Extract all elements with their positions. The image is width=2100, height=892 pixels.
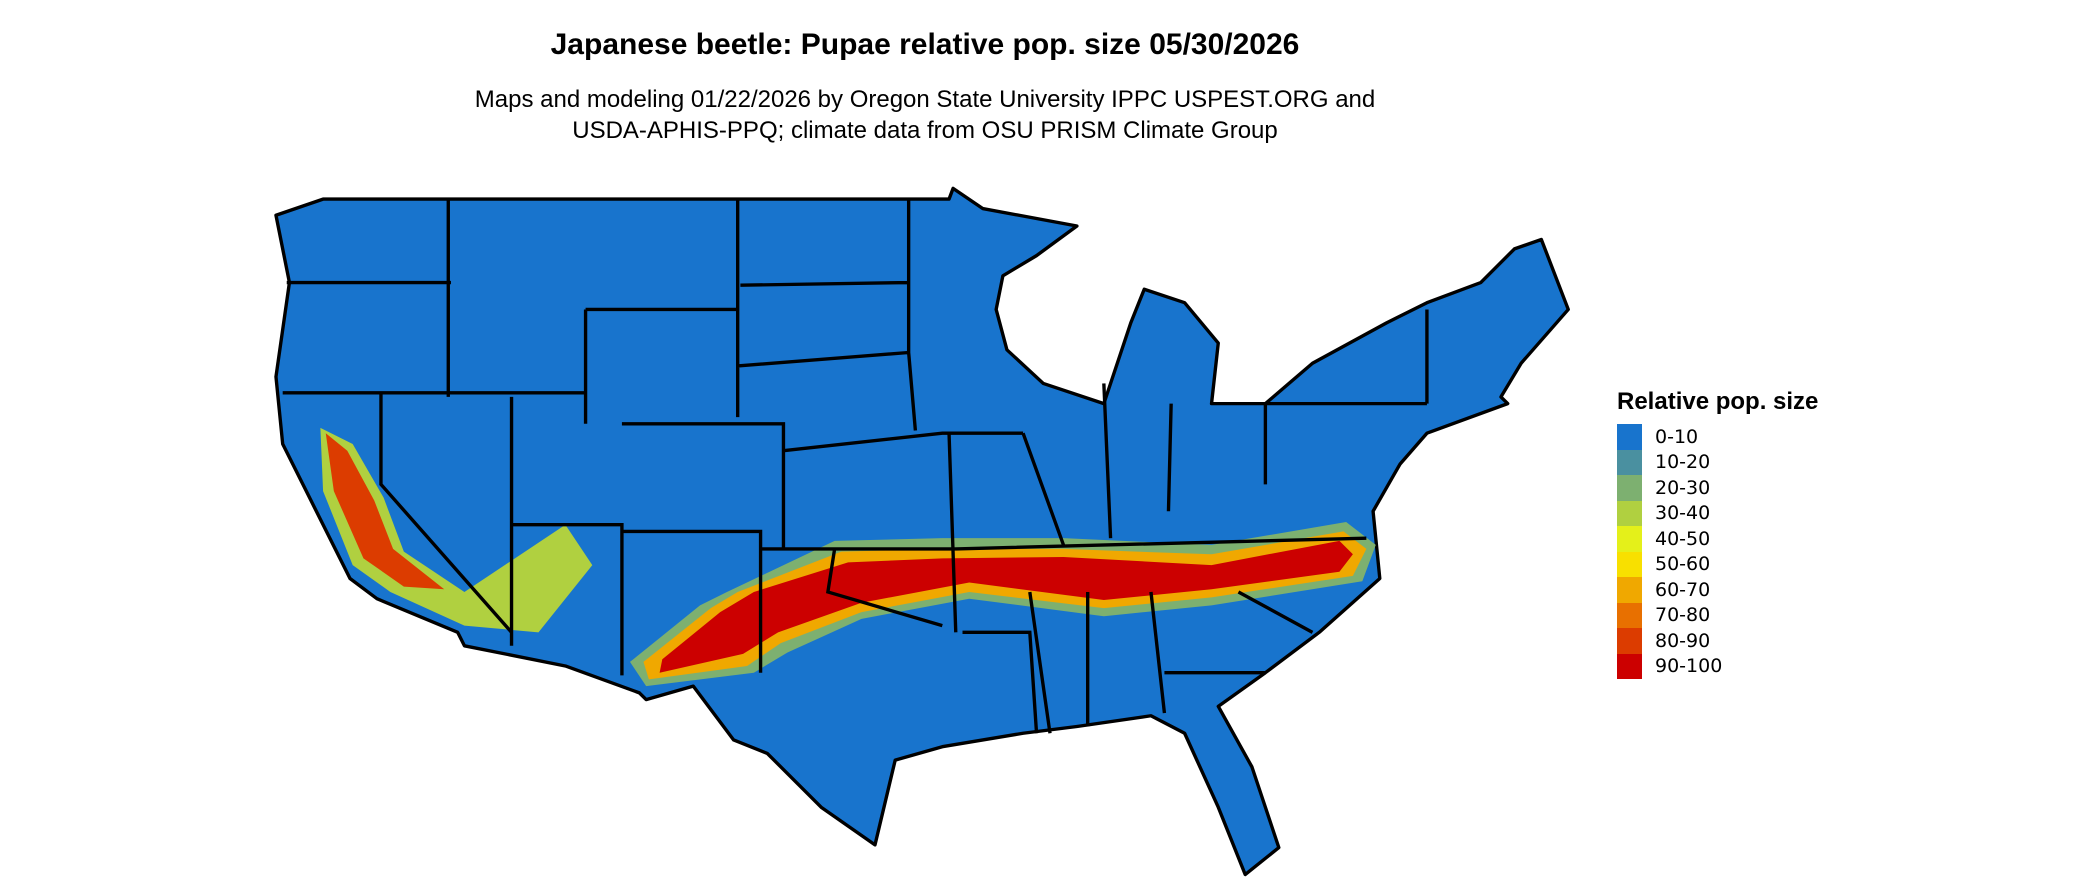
- legend-item: 30-40: [1617, 500, 1818, 526]
- legend-item: 0-10: [1617, 424, 1818, 450]
- hotspot-band-high: [659, 540, 1353, 673]
- legend-swatch: [1617, 424, 1642, 450]
- legend-item: 60-70: [1617, 577, 1818, 603]
- legend-swatch: [1617, 602, 1642, 628]
- legend-label: 50-60: [1655, 553, 1711, 576]
- legend-swatch: [1617, 551, 1642, 577]
- legend-swatch: [1617, 500, 1642, 526]
- legend-item: 20-30: [1617, 475, 1818, 501]
- legend-label: 80-90: [1655, 629, 1711, 652]
- map-title: Japanese beetle: Pupae relative pop. siz…: [550, 28, 1300, 61]
- legend-label: 60-70: [1655, 578, 1711, 601]
- legend-swatch: [1617, 653, 1642, 679]
- legend-label: 10-20: [1655, 451, 1711, 474]
- us-outline: [274, 186, 1570, 877]
- map-subtitle-line-1: Maps and modeling 01/22/2026 by Oregon S…: [474, 86, 1376, 113]
- legend-swatch: [1617, 526, 1642, 552]
- legend-item: 80-90: [1617, 628, 1818, 654]
- legend-item: 50-60: [1617, 551, 1818, 577]
- legend-swatch: [1617, 577, 1642, 603]
- legend: Relative pop. size 0-10 10-20 20-30 30-40 40…: [1617, 388, 1818, 679]
- legend-swatch: [1617, 449, 1642, 475]
- legend-label: 0-10: [1655, 425, 1699, 448]
- map-subtitle-line-2: USDA-APHIS-PPQ; climate data from OSU PR…: [572, 117, 1278, 144]
- state-borders: [282, 199, 1429, 734]
- pop-size-hotspots: [320, 427, 1376, 687]
- legend-label: 70-80: [1655, 604, 1711, 627]
- legend-swatch: [1617, 628, 1642, 654]
- legend-item: 70-80: [1617, 602, 1818, 628]
- legend-item: 40-50: [1617, 526, 1818, 552]
- legend-label: 20-30: [1655, 476, 1711, 499]
- legend-title: Relative pop. size: [1617, 388, 1819, 415]
- legend-swatch: [1617, 475, 1642, 501]
- legend-label: 90-100: [1655, 655, 1723, 678]
- hotspot-california-high: [325, 433, 445, 590]
- legend-label: 30-40: [1655, 502, 1711, 525]
- legend-item: 10-20: [1617, 449, 1818, 475]
- legend-item: 90-100: [1617, 653, 1818, 679]
- hotspot-california-low: [320, 427, 593, 633]
- legend-label: 40-50: [1655, 527, 1711, 550]
